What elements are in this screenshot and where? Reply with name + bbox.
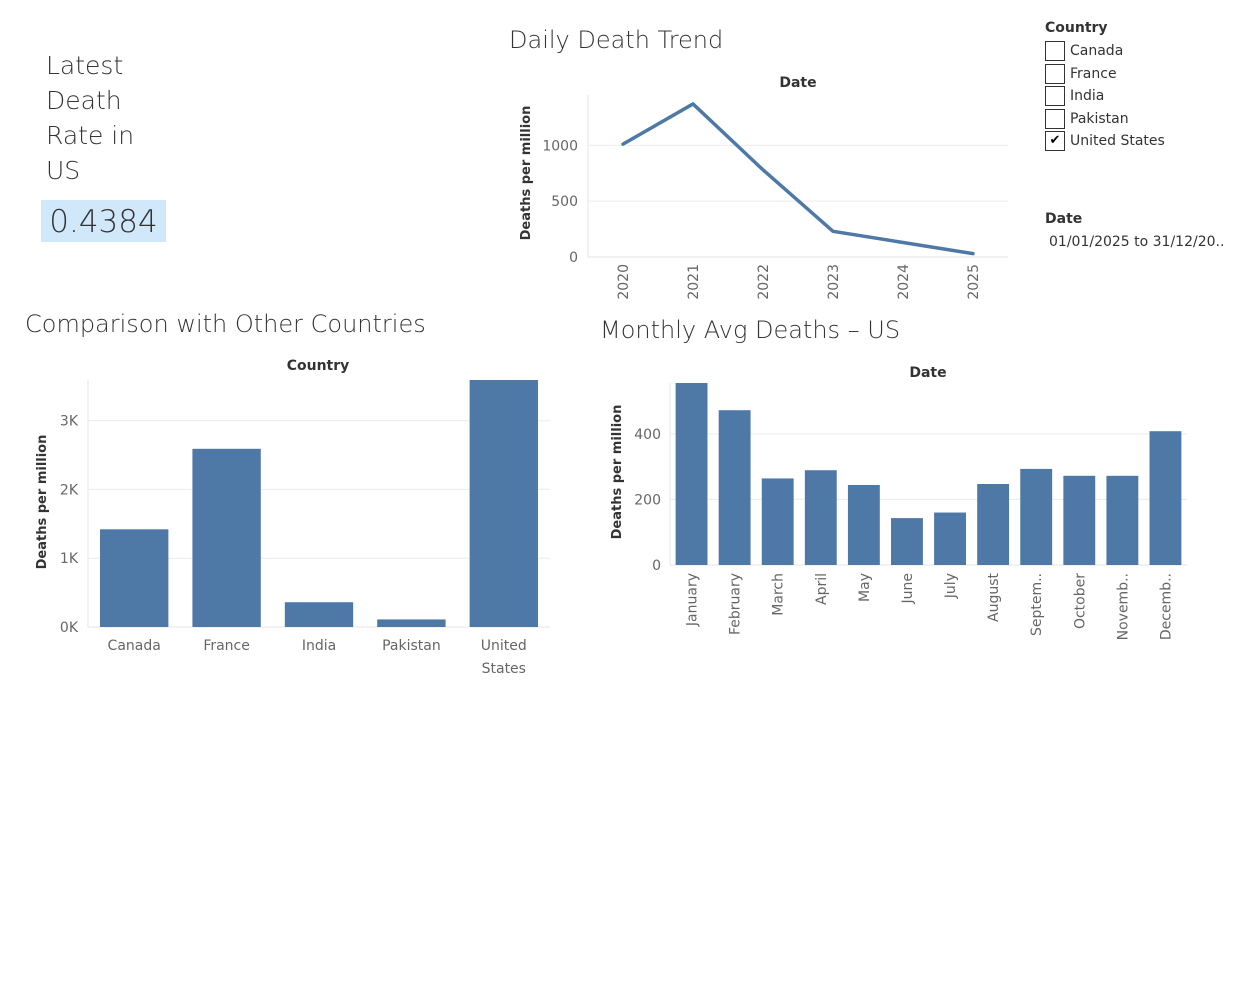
country-x-tick-label: France — [203, 638, 250, 654]
country-bar — [100, 529, 169, 627]
checkbox[interactable]: ✔ — [1045, 131, 1065, 151]
country-y-axis-label: Deaths per million — [35, 435, 50, 570]
monthly-x-tick-label: April — [814, 573, 830, 605]
country-filter-header: Country — [1045, 20, 1108, 36]
daily-series-line — [621, 102, 975, 256]
country-x-tick-label: Pakistan — [382, 638, 441, 654]
country-option-canada[interactable]: Canada — [1045, 40, 1123, 62]
country-x-tick-label: States — [482, 661, 526, 677]
monthly-bar — [1106, 475, 1139, 565]
country-x-tick-label: United — [481, 638, 527, 654]
country-x-tick-label: India — [302, 638, 336, 654]
daily-y-tick-label: 1000 — [542, 138, 578, 154]
country-option-label: India — [1070, 88, 1105, 104]
monthly-x-tick-label: February — [728, 573, 744, 635]
monthly-x-tick-label: March — [771, 573, 787, 616]
country-bar — [377, 619, 446, 627]
monthly-y-axis-label: Deaths per million — [610, 405, 625, 540]
daily-column-header: Date — [779, 75, 816, 91]
monthly-x-tick-label: October — [1072, 573, 1088, 629]
kpi-value: 0.4384 — [49, 204, 158, 240]
country-bar — [192, 448, 261, 627]
monthly-bar — [891, 518, 923, 565]
country-option-united-states[interactable]: ✔ United States — [1045, 130, 1165, 152]
monthly-bar — [847, 484, 880, 565]
country-option-pakistan[interactable]: Pakistan — [1045, 108, 1129, 130]
monthly-bar — [718, 410, 751, 565]
monthly-bar — [804, 470, 837, 565]
checkbox[interactable] — [1045, 86, 1065, 106]
monthly-bar — [1020, 468, 1053, 565]
monthly-y-tick-label: 400 — [634, 427, 661, 443]
monthly-x-tick-label: July — [943, 573, 959, 599]
daily-x-tick-label: 2023 — [826, 264, 842, 300]
comparison-title: Comparison with Other Countries — [25, 310, 426, 338]
monthly-y-tick-label: 200 — [634, 492, 661, 508]
monthly-y-tick-label: 0 — [652, 558, 661, 574]
monthly-bar — [934, 512, 966, 565]
date-range-filter[interactable]: 01/01/2025 to 31/12/20.. — [1049, 234, 1225, 250]
monthly-bar — [977, 484, 1010, 565]
monthly-column-header: Date — [909, 365, 946, 381]
kpi-title: Latest Death Rate in US — [46, 51, 135, 185]
country-y-tick-label: 3K — [60, 414, 79, 430]
monthly-x-tick-label: Septem.. — [1029, 573, 1045, 636]
monthly-bar — [1149, 431, 1182, 565]
country-bar — [469, 380, 538, 627]
checkbox[interactable] — [1045, 41, 1065, 61]
kpi-highlight — [41, 200, 166, 242]
country-x-tick-label: Canada — [108, 638, 161, 654]
country-option-label: France — [1070, 66, 1117, 82]
country-option-label: Canada — [1070, 43, 1124, 59]
monthly-x-tick-label: May — [857, 573, 873, 602]
monthly-x-tick-label: Decemb.. — [1158, 573, 1174, 640]
country-bar — [284, 602, 354, 627]
monthly-bar — [1063, 475, 1096, 565]
country-option-label: United States — [1070, 133, 1165, 149]
daily-y-tick-label: 0 — [569, 250, 578, 266]
monthly-bar — [761, 478, 794, 565]
checkbox[interactable] — [1045, 64, 1065, 84]
monthly-title: Monthly Avg Deaths – US — [600, 316, 901, 344]
monthly-x-tick-label: August — [986, 572, 1002, 622]
daily-x-tick-label: 2025 — [966, 264, 982, 300]
country-y-tick-label: 2K — [60, 482, 79, 498]
daily-x-tick-label: 2021 — [686, 264, 702, 300]
daily-x-tick-label: 2022 — [756, 264, 772, 300]
date-filter-header: Date — [1045, 211, 1083, 227]
country-option-label: Pakistan — [1070, 111, 1129, 127]
country-column-header: Country — [287, 358, 350, 374]
checkbox[interactable] — [1045, 109, 1065, 129]
monthly-x-tick-label: January — [685, 573, 701, 627]
daily-trend-title: Daily Death Trend — [509, 26, 724, 54]
country-y-tick-label: 1K — [60, 551, 79, 567]
daily-x-tick-label: 2020 — [616, 264, 632, 300]
daily-y-tick-label: 500 — [551, 194, 578, 210]
daily-x-tick-label: 2024 — [896, 264, 912, 300]
country-y-tick-label: 0K — [60, 620, 79, 636]
monthly-bar — [675, 383, 708, 565]
country-option-india[interactable]: India — [1045, 85, 1104, 107]
daily-y-axis-label: Deaths per million — [519, 106, 534, 241]
monthly-x-tick-label: Novemb.. — [1115, 573, 1131, 640]
country-option-france[interactable]: France — [1045, 63, 1117, 85]
monthly-x-tick-label: June — [900, 573, 916, 605]
